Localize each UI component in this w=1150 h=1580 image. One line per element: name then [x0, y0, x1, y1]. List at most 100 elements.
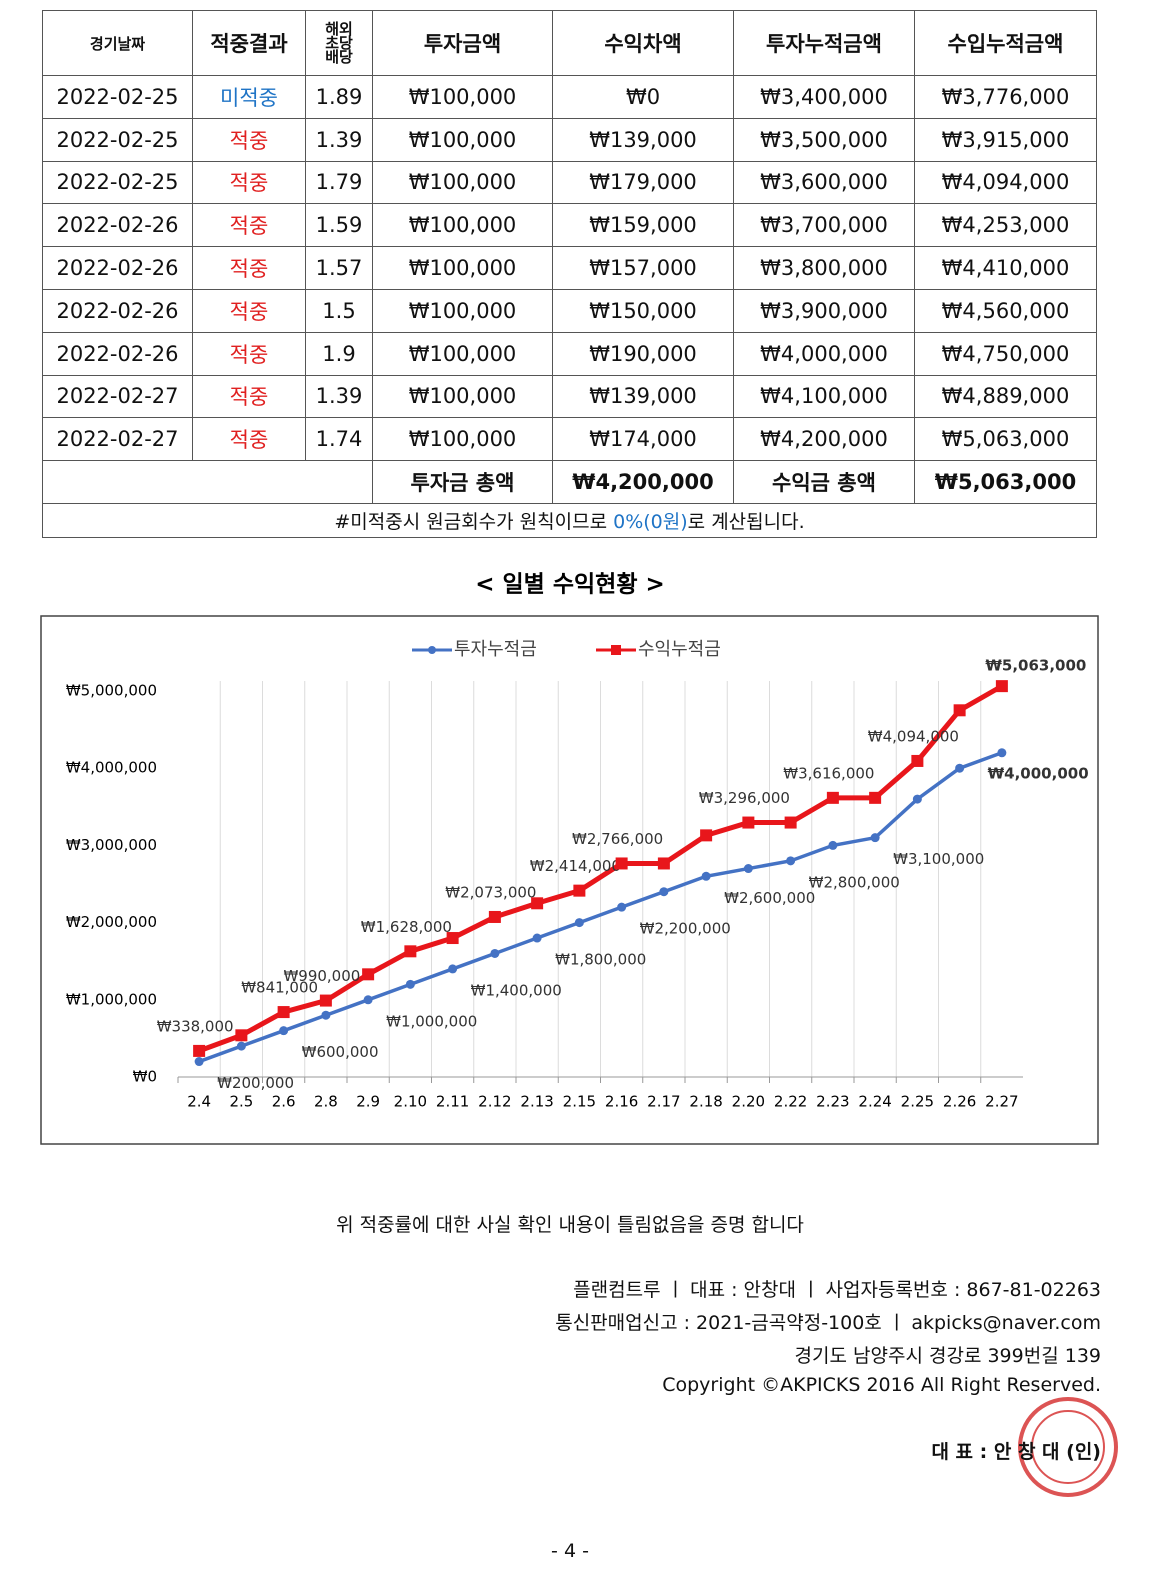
- table-cell: ₩159,000: [552, 203, 734, 248]
- table-cell: ₩190,000: [552, 331, 734, 376]
- point: [319, 994, 332, 1007]
- table-cell: ₩0: [552, 75, 734, 119]
- table-cell: ₩100,000: [372, 417, 553, 462]
- table-cell: ₩100,000: [372, 374, 553, 419]
- table-cell: ₩3,400,000: [733, 75, 915, 119]
- table-cell: ₩3,776,000: [914, 75, 1097, 119]
- x-tick-label: 2.13: [520, 1093, 553, 1111]
- point: [659, 887, 669, 897]
- data-label: ₩2,073,000: [445, 883, 536, 901]
- table-cell: 1.74: [305, 417, 373, 462]
- legend-marker: [611, 645, 621, 655]
- header-cell: 경기날짜: [42, 10, 193, 76]
- chart-title: < 일별 수익현황 >: [475, 572, 665, 598]
- table-row: 2022-02-26 적중 1.59 ₩100,000 ₩159,000 ₩3,700,0…: [42, 203, 1097, 248]
- data-label: ₩841,000: [241, 979, 318, 997]
- point: [363, 995, 373, 1005]
- data-label: ₩338,000: [157, 1017, 234, 1035]
- table-cell: 적중: [192, 160, 306, 205]
- table-cell: 1.39: [305, 117, 373, 162]
- point: [448, 964, 458, 974]
- table-cell: 2022-02-26: [42, 331, 193, 376]
- table-cell: ₩3,915,000: [914, 117, 1097, 162]
- data-label: ₩1,628,000: [361, 918, 452, 936]
- point: [490, 948, 500, 958]
- data-label: ₩1,400,000: [471, 981, 562, 999]
- series-line: [198, 751, 1003, 1064]
- note-cell: #미적중시 원금회수가 원칙이므로 0%(0원)로 계산됩니다.: [42, 502, 1097, 538]
- table-cell: 2022-02-26: [42, 203, 193, 248]
- page-number: - 4 -: [551, 1540, 589, 1562]
- x-tick-label: 2.5: [229, 1093, 253, 1111]
- note-text: 로 계산됩니다.: [687, 510, 805, 533]
- point: [193, 1044, 206, 1057]
- totals-row: 투자금 총액 ₩4,200,000 수익금 총액 ₩5,063,000: [42, 460, 1097, 504]
- point: [828, 840, 838, 850]
- table-cell: ₩3,700,000: [733, 203, 915, 248]
- table-cell: 1.59: [305, 203, 373, 248]
- table-cell: 2022-02-26: [42, 246, 193, 290]
- point: [615, 857, 628, 870]
- point: [826, 791, 839, 804]
- point: [573, 884, 586, 897]
- note-text: 0%(0원): [613, 510, 688, 533]
- x-tick-label: 2.9: [356, 1093, 380, 1111]
- data-label: ₩200,000: [217, 1074, 294, 1092]
- x-tick-label: 2.22: [774, 1093, 807, 1111]
- table-cell: 2022-02-25: [42, 75, 193, 119]
- table-row: 2022-02-26 적중 1.57 ₩100,000 ₩157,000 ₩3,800,0…: [42, 246, 1097, 290]
- data-label: ₩1,800,000: [555, 951, 646, 969]
- point: [531, 897, 544, 910]
- x-tick-label: 2.8: [314, 1093, 338, 1111]
- table-cell: 2022-02-26: [42, 288, 193, 333]
- y-tick-label: ₩3,000,000: [66, 836, 157, 854]
- y-tick-label: ₩2,000,000: [66, 913, 157, 931]
- series-line: [198, 683, 1004, 1054]
- point: [997, 748, 1007, 758]
- table-cell: ₩3,800,000: [733, 246, 915, 290]
- table-body: 2022-02-25 미적중 1.89 ₩100,000 ₩0 ₩3,400,000 ₩3,…: [42, 75, 1097, 538]
- point: [784, 816, 797, 829]
- note-text: #미적중시 원금회수가 원칙이므로: [334, 510, 614, 533]
- point: [279, 1026, 289, 1036]
- footer-line: Copyright ©AKPICKS 2016 All Right Reserv…: [662, 1374, 1101, 1396]
- table-cell: 1.39: [305, 374, 373, 419]
- table-cell: ₩139,000: [552, 374, 734, 419]
- data-label: ₩4,000,000: [988, 765, 1089, 783]
- table-cell: ₩100,000: [372, 331, 553, 376]
- point: [742, 816, 755, 829]
- footer-line: 통신판매업신고 : 2021-금곡약정-100호 ㅣ akpicks@naver…: [555, 1312, 1101, 1334]
- x-tick-label: 2.25: [901, 1093, 934, 1111]
- table-cell: 1.5: [305, 288, 373, 333]
- legend-label: 수익누적금: [638, 639, 721, 660]
- table-cell: ₩3,600,000: [733, 160, 915, 205]
- point: [321, 1010, 331, 1020]
- header-cell: 적중결과: [192, 10, 306, 76]
- data-label: ₩3,100,000: [893, 850, 984, 868]
- point: [955, 763, 965, 773]
- x-tick-label: 2.11: [436, 1093, 469, 1111]
- x-tick-label: 2.12: [478, 1093, 511, 1111]
- result-table: 경기날짜 적중결과 해외 초당 배당 투자금액 수익차액 투자누적금액 수입누적금액 202…: [42, 10, 1097, 538]
- table-cell: 1.79: [305, 160, 373, 205]
- header-cell: 수입누적금액: [914, 10, 1097, 76]
- note-row: #미적중시 원금회수가 원칙이므로 0%(0원)로 계산됩니다.: [42, 502, 1097, 538]
- point: [574, 918, 584, 928]
- data-label: ₩990,000: [283, 967, 360, 985]
- signature: 대 표 : 안 창 대 (인): [931, 1441, 1101, 1463]
- point: [488, 910, 501, 923]
- y-tick-label: ₩4,000,000: [66, 759, 157, 777]
- point: [405, 979, 415, 989]
- legend-label: 투자누적금: [454, 639, 537, 660]
- x-tick-label: 2.24: [858, 1093, 891, 1111]
- footer-line: 경기도 남양주시 경강로 399번길 139: [794, 1345, 1101, 1367]
- table-row: 2022-02-26 적중 1.9 ₩100,000 ₩190,000 ₩4,000,00…: [42, 331, 1097, 376]
- chart-frame: [40, 615, 1099, 1145]
- data-label: ₩1,000,000: [386, 1012, 477, 1030]
- data-label: ₩2,766,000: [572, 830, 663, 848]
- table-cell: ₩4,253,000: [914, 203, 1097, 248]
- table-cell: ₩4,560,000: [914, 288, 1097, 333]
- table-cell: 2022-02-25: [42, 160, 193, 205]
- data-label: ₩3,296,000: [699, 789, 790, 807]
